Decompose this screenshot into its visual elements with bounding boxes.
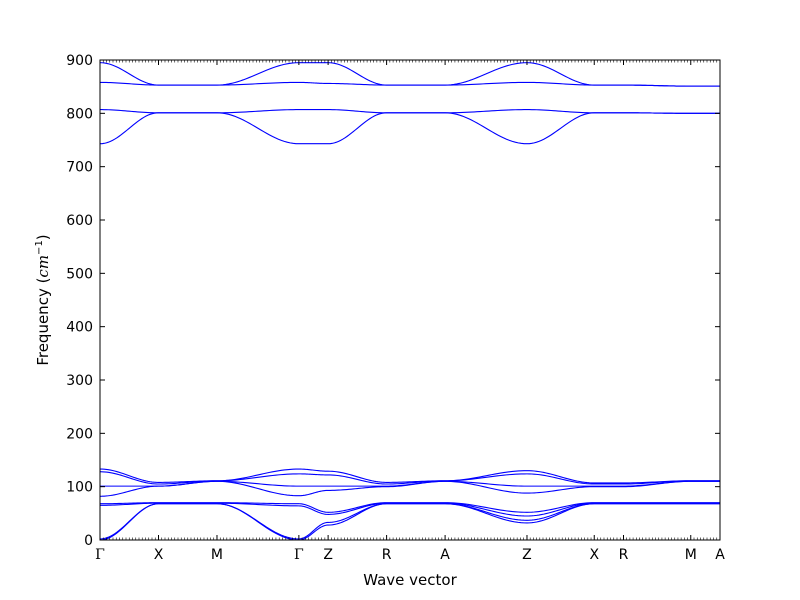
y-tick-label: 700	[66, 160, 93, 176]
band-line-11	[99, 503, 720, 540]
band-line-5	[99, 468, 720, 484]
x-tick-label: Z	[522, 547, 532, 563]
x-tick-label: R	[382, 547, 392, 563]
x-tick-label: R	[619, 547, 629, 563]
y-axis-label-exponent: −1	[34, 240, 45, 255]
y-tick-label: 800	[66, 106, 93, 122]
band-line-8	[99, 480, 720, 497]
x-tick-label: Z	[323, 547, 333, 563]
band-line-4	[99, 112, 720, 145]
y-axis-label-text: Frequency (	[34, 278, 52, 366]
series-layer	[99, 62, 720, 541]
band-line-1	[99, 62, 720, 87]
y-tick-label: 900	[66, 53, 93, 69]
x-tick-label: A	[715, 547, 725, 563]
x-tick-label: M	[685, 547, 697, 563]
x-axis-label: Wave vector	[363, 571, 457, 589]
band-line-6	[99, 471, 720, 485]
x-tick-label: M	[211, 547, 223, 563]
y-tick-label: 400	[66, 320, 93, 336]
y-tick-label: 0	[84, 533, 93, 549]
y-axis-label: Frequency (cm−1)	[34, 234, 52, 365]
band-line-10	[100, 502, 720, 517]
y-tick-label: 500	[66, 266, 93, 282]
x-tick-label: Γ	[95, 547, 105, 563]
y-tick-label: 300	[66, 373, 93, 389]
y-axis-label-unit: cm	[34, 255, 52, 278]
y-axis-label-close: )	[34, 234, 52, 240]
x-tick-label: X	[589, 547, 599, 563]
y-tick-label: 200	[66, 426, 93, 442]
y-tick-label: 100	[66, 480, 93, 496]
x-tick-label: X	[154, 547, 164, 563]
x-tick-label: A	[440, 547, 450, 563]
band-line-12	[99, 503, 720, 541]
y-tick-label: 600	[66, 213, 93, 229]
x-tick-label: Γ	[294, 547, 304, 563]
tick-layer: 0 100 200 300 400 500 600 700 800 900 Γ X M Γ Z R A Z X R M A	[66, 53, 725, 563]
plot-frame	[99, 59, 721, 541]
band-line-2	[99, 81, 720, 87]
